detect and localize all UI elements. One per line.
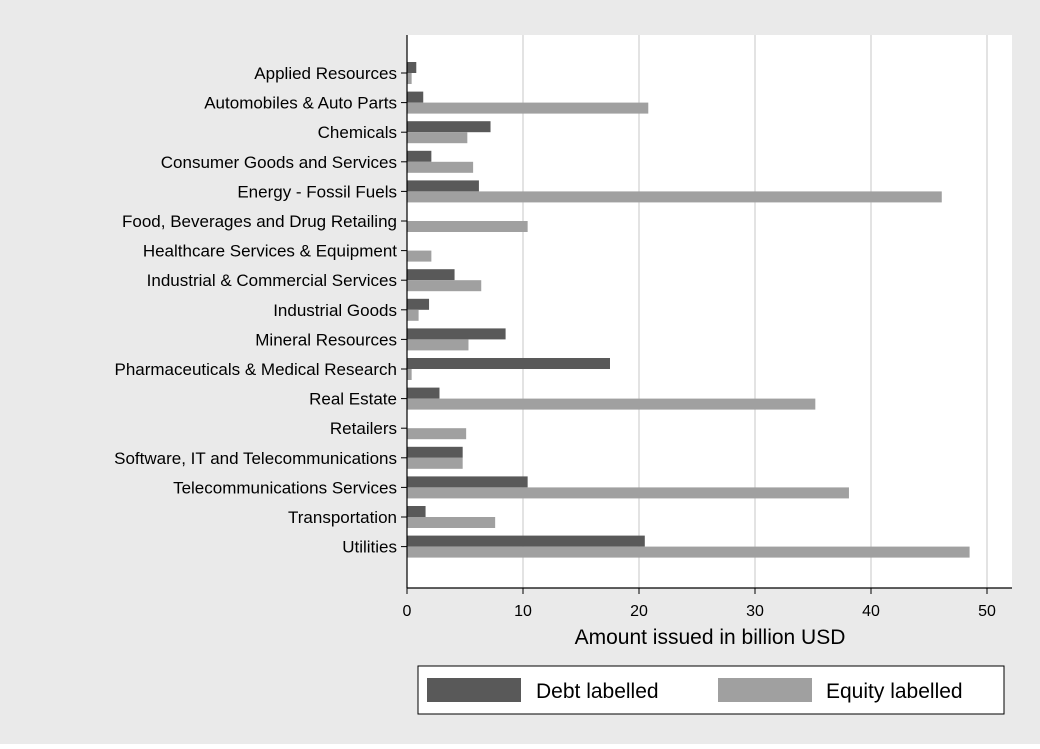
x-tick-label: 50 (978, 603, 996, 620)
category-label: Applied Resources (254, 64, 397, 83)
bar-equity (407, 102, 649, 114)
category-label: Real Estate (309, 390, 397, 409)
bar-debt (407, 506, 426, 517)
bar-equity (407, 457, 463, 469)
x-tick-label: 0 (403, 603, 412, 620)
bar-equity (407, 132, 468, 144)
category-label: Retailers (330, 419, 397, 438)
bar-equity (407, 250, 432, 262)
axes (401, 35, 1012, 594)
bar-equity (407, 339, 469, 351)
legend-label: Debt labelled (536, 680, 659, 703)
bar-debt (407, 298, 430, 310)
bar-equity (407, 428, 467, 440)
bar-equity (407, 191, 942, 203)
bar-debt (407, 269, 455, 281)
bar-debt (407, 121, 491, 133)
category-label: Utilities (342, 538, 397, 557)
bar-debt (407, 387, 440, 399)
legend: Debt labelled Equity labelled (417, 665, 1005, 715)
bar-debt (407, 62, 417, 73)
bar-equity (407, 546, 970, 558)
bar-equity (407, 161, 474, 173)
category-label: Mineral Resources (255, 330, 397, 349)
x-axis-title: Amount issued in billion USD (575, 626, 846, 649)
bar-debt (407, 446, 463, 458)
bar-debt (407, 180, 479, 192)
legend-swatch (427, 678, 521, 702)
bar-debt (407, 535, 645, 547)
category-label: Pharmaceuticals & Medical Research (114, 360, 397, 379)
category-labels: Applied Resources Automobiles & Auto Part… (114, 64, 397, 557)
category-label: Food, Beverages and Drug Retailing (122, 212, 397, 231)
x-tick-label: 30 (746, 603, 764, 620)
category-label: Healthcare Services & Equipment (143, 242, 397, 261)
plot-area (407, 35, 1012, 588)
x-tick-label: 20 (630, 603, 648, 620)
category-label: Telecommunications Services (173, 478, 397, 497)
category-label: Energy - Fossil Fuels (237, 182, 397, 201)
x-tick-label: 40 (862, 603, 880, 620)
x-tick-label: 10 (514, 603, 532, 620)
category-label: Industrial & Commercial Services (147, 271, 397, 290)
bar-debt (407, 150, 432, 162)
category-label: Chemicals (318, 123, 397, 142)
bar-equity (407, 221, 528, 232)
bar-equity (407, 309, 419, 321)
category-label: Transportation (288, 508, 397, 527)
legend-swatch (718, 678, 812, 702)
bar-equity (407, 369, 412, 380)
bar-equity (407, 73, 412, 84)
category-label: Automobiles & Auto Parts (204, 94, 397, 113)
bar-equity (407, 280, 482, 292)
category-label: Software, IT and Telecommunications (114, 449, 397, 468)
bar-debt (407, 328, 506, 340)
bars (407, 62, 970, 558)
x-tick-labels: 0 10 20 30 40 50 (403, 603, 996, 620)
category-label: Industrial Goods (273, 301, 397, 320)
category-label: Consumer Goods and Services (161, 153, 397, 172)
bar-equity (407, 487, 849, 499)
bar-equity (407, 517, 496, 528)
bar-debt (407, 91, 424, 103)
legend-label: Equity labelled (826, 680, 963, 703)
bar-equity (407, 398, 816, 410)
bar-debt (407, 476, 528, 488)
bar-debt (407, 358, 610, 369)
